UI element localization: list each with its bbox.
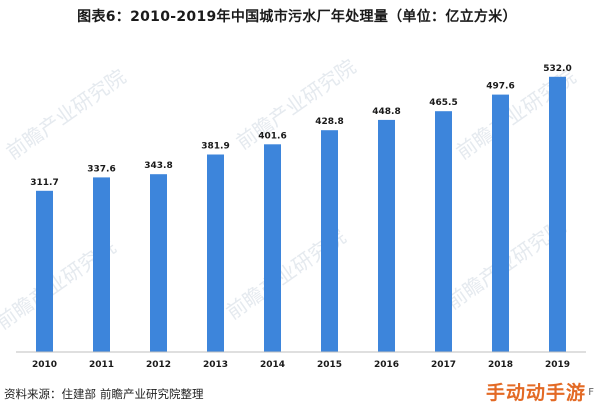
- x-tick-labels: 2010 2011 2012 2013 2014 2015 2016 2017 2018 2019: [32, 360, 570, 370]
- x-tick-2016: 2016: [374, 360, 399, 370]
- x-tick-2014: 2014: [260, 360, 285, 370]
- bar-2010: [36, 190, 53, 352]
- chart-title: 图表6：2010-2019年中国城市污水厂年处理量（单位：亿立方米）: [77, 9, 517, 25]
- bar-2015: [321, 130, 338, 352]
- x-tick-2011: 2011: [89, 360, 114, 370]
- bar-2016: [378, 119, 395, 353]
- bar-2019: [549, 76, 566, 353]
- value-label-2014: 401.6: [258, 131, 286, 141]
- value-labels: 311.7 337.6 343.8 381.9 401.6 428.8 448.8 465.5…: [30, 64, 571, 188]
- source-label: 资料来源：住建部: [4, 387, 96, 401]
- bar-2014: [264, 144, 281, 352]
- bar-2011: [93, 177, 110, 352]
- value-label-2011: 337.6: [87, 164, 115, 174]
- value-label-2013: 381.9: [201, 142, 229, 152]
- bars-layer: [36, 76, 566, 353]
- x-tick-2019: 2019: [545, 360, 570, 370]
- x-tick-2015: 2015: [317, 360, 342, 370]
- source-org: 前瞻产业研究院整理: [100, 387, 204, 401]
- bar-2018: [492, 94, 509, 352]
- x-tick-2013: 2013: [203, 360, 228, 370]
- bar-2017: [435, 111, 452, 352]
- value-label-2018: 497.6: [486, 82, 514, 92]
- source-note: 资料来源：住建部 前瞻产业研究院整理: [4, 386, 204, 402]
- value-label-2015: 428.8: [315, 117, 343, 127]
- site-watermark: 手动动手游: [485, 382, 586, 404]
- x-tick-2018: 2018: [488, 360, 513, 370]
- value-label-2019: 532.0: [543, 64, 571, 74]
- value-label-2017: 465.5: [429, 98, 457, 108]
- watermark-text: 前瞻产业研究院: [232, 54, 360, 154]
- bar-2013: [207, 154, 224, 352]
- value-label-2012: 343.8: [144, 161, 172, 171]
- value-label-2010: 311.7: [30, 178, 58, 188]
- x-tick-2017: 2017: [431, 360, 456, 370]
- edge-mark: F: [588, 387, 594, 398]
- x-tick-2010: 2010: [32, 360, 57, 370]
- value-label-2016: 448.8: [372, 107, 400, 117]
- watermark-text: 前瞻产业研究院: [2, 64, 130, 164]
- x-tick-2012: 2012: [146, 360, 171, 370]
- bar-2012: [150, 174, 167, 352]
